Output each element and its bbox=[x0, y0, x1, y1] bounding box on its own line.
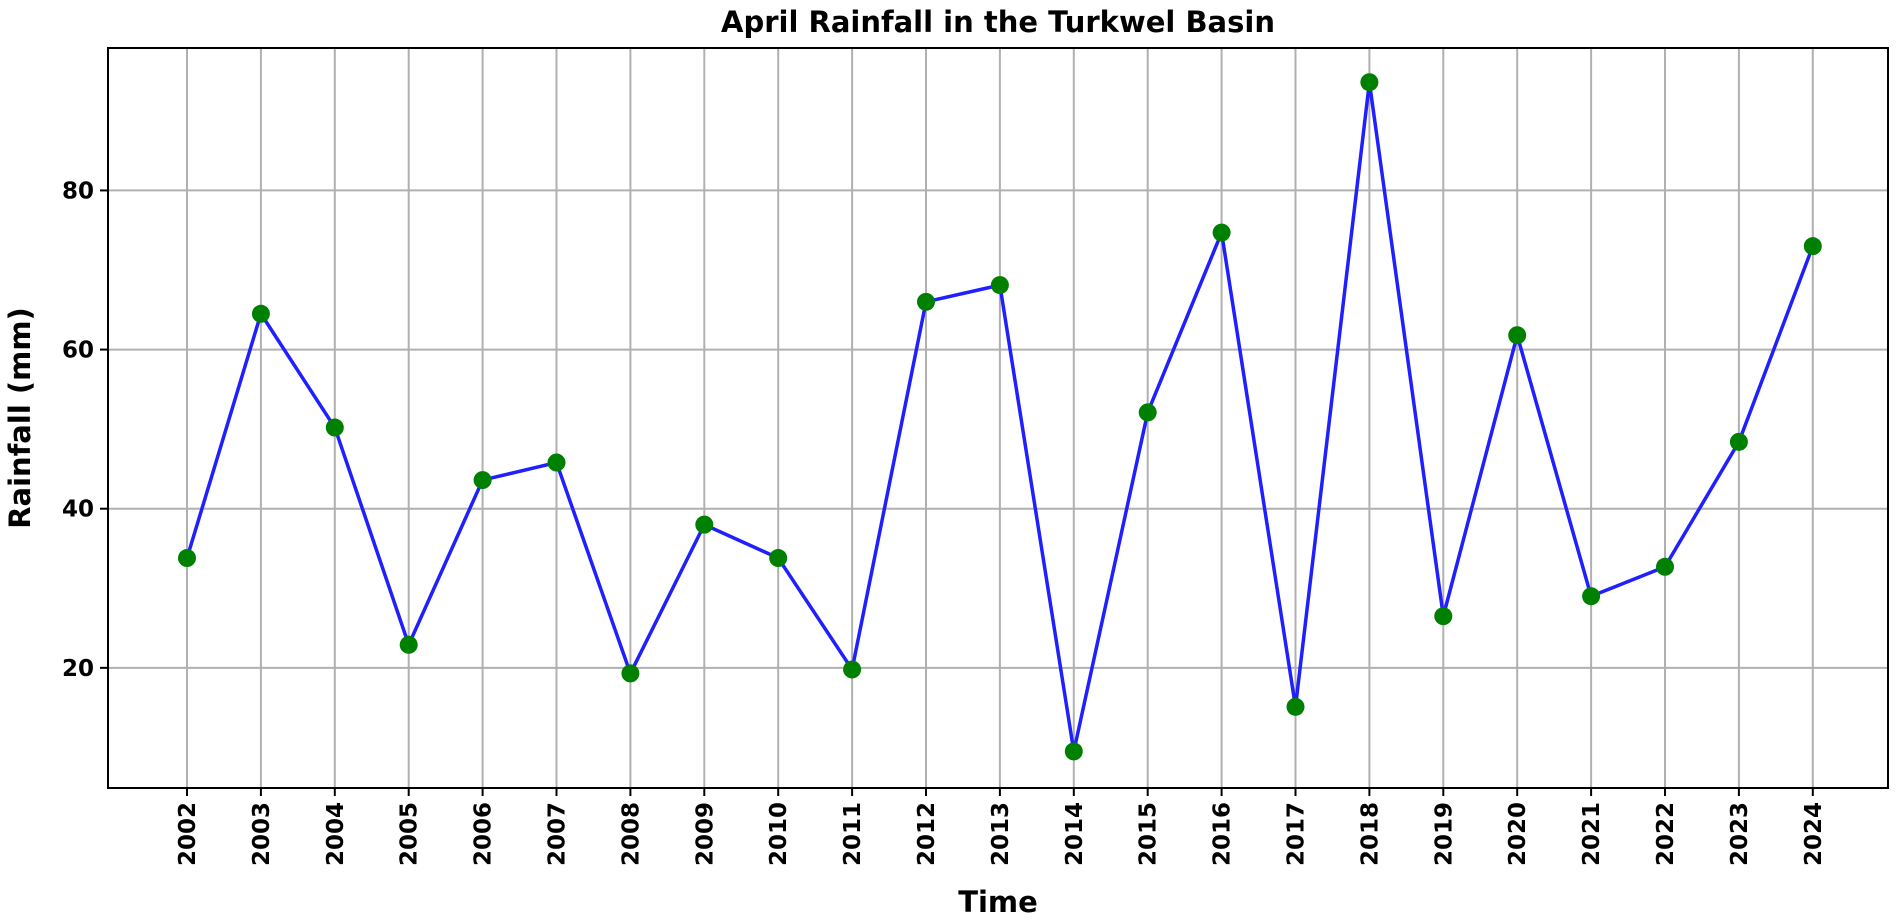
x-tick-label: 2012 bbox=[914, 802, 940, 866]
data-point bbox=[1434, 607, 1453, 626]
data-point bbox=[178, 549, 196, 568]
x-tick-label: 2023 bbox=[1727, 802, 1753, 866]
x-tick-label: 2011 bbox=[840, 802, 866, 866]
data-point bbox=[1803, 237, 1822, 256]
data-point bbox=[1582, 587, 1601, 606]
x-tick-label: 2024 bbox=[1801, 802, 1827, 866]
y-tick-label: 60 bbox=[62, 338, 94, 364]
data-point bbox=[1138, 403, 1157, 422]
data-point bbox=[1656, 557, 1674, 576]
x-tick-label: 2013 bbox=[988, 802, 1014, 866]
x-tick-label: 2020 bbox=[1505, 802, 1531, 866]
data-point bbox=[1729, 432, 1748, 451]
x-tick-label: 2007 bbox=[545, 802, 571, 866]
x-tick-label: 2003 bbox=[249, 802, 275, 866]
data-point bbox=[399, 635, 418, 654]
x-tick-label: 2015 bbox=[1136, 802, 1162, 866]
x-tick-label: 2004 bbox=[323, 802, 349, 866]
data-point bbox=[547, 453, 566, 472]
data-point bbox=[769, 549, 788, 568]
x-tick-label: 2009 bbox=[692, 802, 718, 866]
x-tick-label: 2017 bbox=[1284, 802, 1310, 866]
data-point bbox=[843, 660, 862, 679]
y-tick-label: 40 bbox=[62, 497, 94, 523]
y-tick-label: 80 bbox=[62, 178, 94, 204]
x-tick-label: 2019 bbox=[1431, 802, 1457, 866]
data-point bbox=[325, 418, 344, 437]
x-axis-label: Time bbox=[958, 885, 1038, 919]
data-point bbox=[473, 471, 492, 490]
data-point bbox=[1508, 326, 1527, 345]
data-point bbox=[1064, 742, 1083, 761]
y-axis-label: Rainfall (mm) bbox=[3, 307, 37, 529]
data-point bbox=[695, 515, 714, 534]
data-point bbox=[251, 304, 270, 323]
x-tick-label: 2016 bbox=[1210, 802, 1236, 866]
x-tick-label: 2014 bbox=[1062, 802, 1088, 866]
data-point bbox=[1212, 223, 1231, 242]
plot-frame bbox=[107, 47, 1889, 789]
ticks: 2002 2003 2004 2005 2006 2007 2008 2009 2010 2011… bbox=[62, 178, 1827, 866]
data-point bbox=[917, 292, 935, 311]
y-tick-label: 20 bbox=[62, 656, 94, 682]
x-tick-label: 2005 bbox=[397, 802, 423, 866]
series-layer bbox=[178, 73, 1822, 761]
x-tick-label: 2022 bbox=[1653, 802, 1679, 866]
data-point bbox=[990, 276, 1009, 295]
data-point bbox=[1286, 697, 1305, 716]
x-tick-label: 2021 bbox=[1579, 802, 1605, 866]
data-point bbox=[1360, 73, 1379, 92]
data-point bbox=[621, 664, 640, 683]
x-tick-label: 2002 bbox=[175, 802, 201, 866]
x-tick-label: 2006 bbox=[471, 802, 497, 866]
x-tick-label: 2008 bbox=[618, 802, 644, 866]
x-tick-label: 2010 bbox=[766, 802, 792, 866]
chart-title: April Rainfall in the Turkwel Basin bbox=[721, 5, 1275, 39]
x-tick-label: 2018 bbox=[1357, 802, 1383, 866]
